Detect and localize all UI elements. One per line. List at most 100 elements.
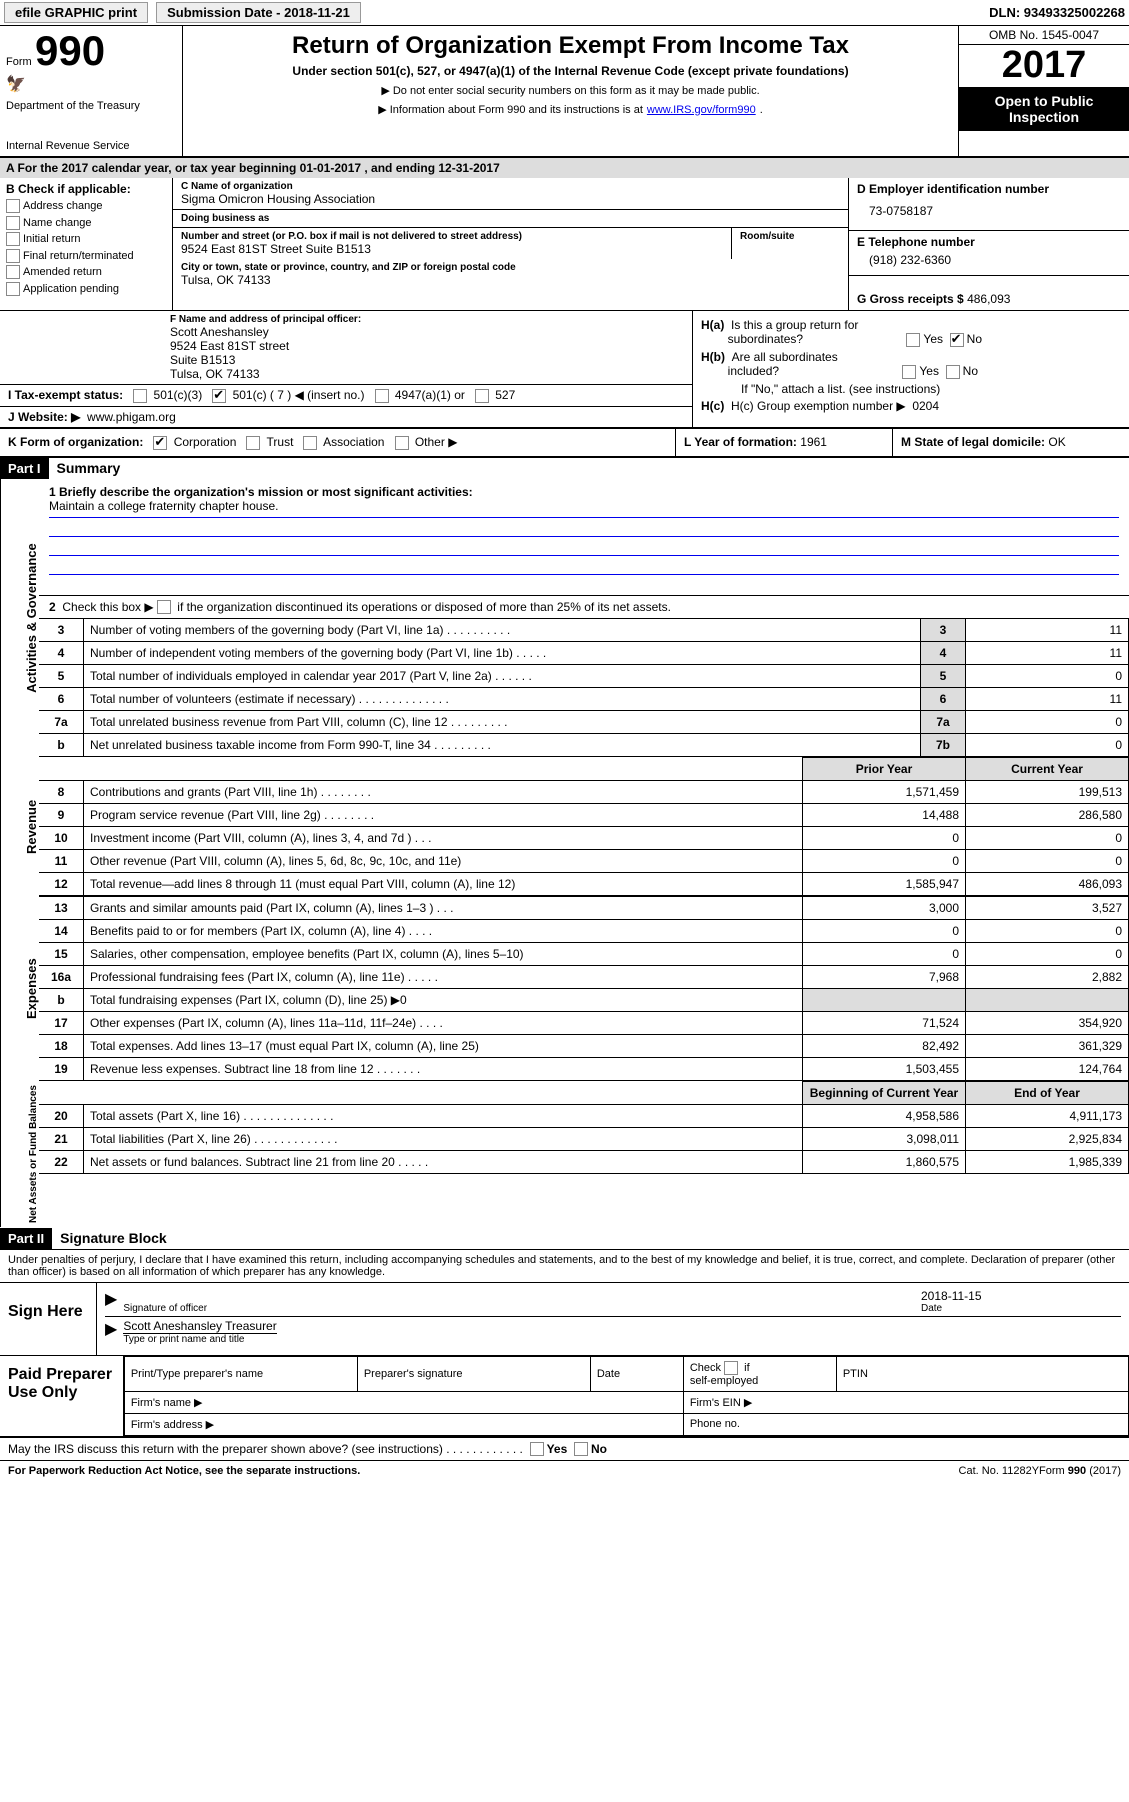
cb-final-return[interactable]: Final return/terminated <box>6 248 166 265</box>
side-expenses: Expenses <box>0 896 39 1081</box>
hb-yes[interactable] <box>902 365 916 379</box>
prep-selfemp: Check ifself-employed <box>683 1356 836 1391</box>
line-label: 7a <box>921 711 966 734</box>
form-title: Return of Organization Exempt From Incom… <box>193 32 948 60</box>
prior-value: 1,503,455 <box>803 1058 966 1081</box>
current-value: 486,093 <box>966 873 1129 896</box>
line-num: 8 <box>39 781 84 804</box>
line-label: 5 <box>921 665 966 688</box>
year-formation: 1961 <box>800 435 827 449</box>
cb-trust[interactable] <box>246 436 260 450</box>
firm-name-label: Firm's name ▶ <box>124 1391 683 1413</box>
discuss-no[interactable] <box>574 1442 588 1456</box>
line-num: 6 <box>39 688 84 711</box>
tax-exempt-row: I Tax-exempt status: 501(c)(3) 501(c) ( … <box>0 385 692 407</box>
prior-value: 4,958,586 <box>803 1105 966 1128</box>
officer-name: Scott Aneshansley <box>170 325 684 339</box>
hc-row: H(c) H(c) Group exemption number ▶ 0204 <box>701 399 1121 413</box>
line-desc: Program service revenue (Part VIII, line… <box>84 804 803 827</box>
line-num: 16a <box>39 966 84 989</box>
cb-501c[interactable] <box>212 389 226 403</box>
line-label: 3 <box>921 619 966 642</box>
irs-link[interactable]: www.IRS.gov/form990 <box>647 104 756 116</box>
efile-print-button[interactable]: efile GRAPHIC print <box>4 2 148 23</box>
ha-no[interactable] <box>950 333 964 347</box>
cb-self-employed[interactable] <box>724 1361 738 1375</box>
firm-phone-label: Phone no. <box>683 1413 1128 1435</box>
org-name: Sigma Omicron Housing Association <box>181 192 840 206</box>
form-number: 990 <box>35 27 105 74</box>
line-desc: Total assets (Part X, line 16) . . . . .… <box>84 1105 803 1128</box>
line-num: 19 <box>39 1058 84 1081</box>
cb-501c3[interactable] <box>133 389 147 403</box>
dln: DLN: 93493325002268 <box>989 5 1125 20</box>
note-info: ▶ Information about Form 990 and its ins… <box>193 103 948 116</box>
cb-initial-return[interactable]: Initial return <box>6 231 166 248</box>
discuss-row: May the IRS discuss this return with the… <box>0 1438 1129 1460</box>
cb-527[interactable] <box>475 389 489 403</box>
arrow-icon-2: ▶ <box>105 1319 117 1345</box>
ein-value: 73-0758187 <box>857 196 1121 226</box>
col-d-ein: D Employer identification number 73-0758… <box>848 178 1129 310</box>
cb-amended-return[interactable]: Amended return <box>6 264 166 281</box>
summary-expenses: Expenses 13Grants and similar amounts pa… <box>0 896 1129 1081</box>
signature-section: Under penalties of perjury, I declare th… <box>0 1249 1129 1356</box>
current-value: 354,920 <box>966 1012 1129 1035</box>
header-middle: Return of Organization Exempt From Incom… <box>183 26 958 156</box>
year-formation-label: L Year of formation: <box>684 435 797 449</box>
firm-addr-label: Firm's address ▶ <box>124 1413 683 1435</box>
dept-treasury: Department of the Treasury <box>6 100 176 112</box>
discuss-yes[interactable] <box>530 1442 544 1456</box>
hb-row: H(b) Are all subordinates included? Yes … <box>701 350 1121 379</box>
line-desc: Total number of individuals employed in … <box>84 665 921 688</box>
section-klm: K Form of organization: Corporation Trus… <box>0 429 1129 458</box>
footer-right: Form 990 (2017) <box>1039 1465 1121 1477</box>
cb-4947[interactable] <box>375 389 389 403</box>
omb-number: OMB No. 1545-0047 <box>959 26 1129 45</box>
cb-discontinued[interactable] <box>157 600 171 614</box>
line-desc: Net unrelated business taxable income fr… <box>84 734 921 757</box>
mission-label: 1 Briefly describe the organization's mi… <box>49 485 1119 499</box>
current-value: 361,329 <box>966 1035 1129 1058</box>
cb-name-change[interactable]: Name change <box>6 215 166 232</box>
state-domicile: OK <box>1048 435 1065 449</box>
line-desc: Other revenue (Part VIII, column (A), li… <box>84 850 803 873</box>
current-value: 2,882 <box>966 966 1129 989</box>
cb-association[interactable] <box>303 436 317 450</box>
form-org-label: K Form of organization: <box>8 435 143 449</box>
prior-value: 0 <box>803 943 966 966</box>
city-label: City or town, state or province, country… <box>181 262 840 273</box>
line-num: 22 <box>39 1151 84 1174</box>
line-label: 6 <box>921 688 966 711</box>
col-b-header: B Check if applicable: <box>6 182 166 196</box>
line-num: 5 <box>39 665 84 688</box>
line-desc: Total expenses. Add lines 13–17 (must eq… <box>84 1035 803 1058</box>
prior-value: 71,524 <box>803 1012 966 1035</box>
section-fhi: F Name and address of principal officer:… <box>0 311 1129 429</box>
prior-value: 82,492 <box>803 1035 966 1058</box>
prior-value <box>803 989 966 1012</box>
cb-corporation[interactable] <box>153 436 167 450</box>
address-label: Number and street (or P.O. box if mail i… <box>181 231 723 242</box>
form-subtitle: Under section 501(c), 527, or 4947(a)(1)… <box>193 64 948 78</box>
current-value: 286,580 <box>966 804 1129 827</box>
footer-left: For Paperwork Reduction Act Notice, see … <box>8 1465 959 1477</box>
line-num: 15 <box>39 943 84 966</box>
line-num: 14 <box>39 920 84 943</box>
cb-application-pending[interactable]: Application pending <box>6 281 166 298</box>
line-desc: Contributions and grants (Part VIII, lin… <box>84 781 803 804</box>
hb-no[interactable] <box>946 365 960 379</box>
line-num: 11 <box>39 850 84 873</box>
cb-other[interactable] <box>395 436 409 450</box>
col-c-org-info: C Name of organization Sigma Omicron Hou… <box>173 178 848 310</box>
part2-header: Part II Signature Block <box>0 1228 1129 1249</box>
website-value: www.phigam.org <box>87 410 176 424</box>
part1-header: Part I Summary <box>0 458 1129 479</box>
cb-address-change[interactable]: Address change <box>6 198 166 215</box>
rev-table: Prior YearCurrent Year 8Contributions an… <box>39 757 1129 896</box>
footer: For Paperwork Reduction Act Notice, see … <box>0 1460 1129 1481</box>
gross-label: G Gross receipts $ <box>857 292 964 306</box>
header-right: OMB No. 1545-0047 2017 Open to Public In… <box>958 26 1129 156</box>
ha-yes[interactable] <box>906 333 920 347</box>
line-desc: Professional fundraising fees (Part IX, … <box>84 966 803 989</box>
